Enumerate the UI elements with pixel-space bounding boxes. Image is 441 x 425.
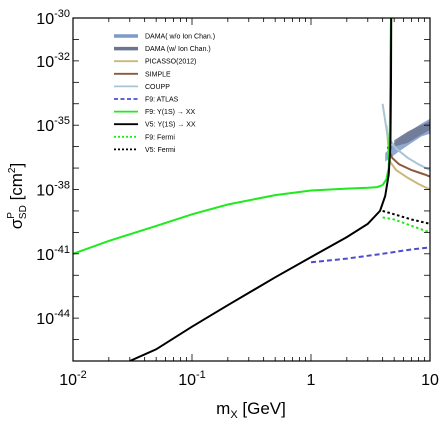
legend-label-f9-fermi: F9: Fermi	[145, 134, 175, 141]
y-tick-label: 10-32	[36, 51, 70, 71]
legend-label-f9-atlas: F9: ATLAS	[145, 97, 179, 104]
ticks-layer: 10-2 10-1 1 10 10-30 10-32 10-35 10-38 10-41 10-4…	[36, 8, 439, 389]
y-tick-label: 10-41	[36, 244, 70, 264]
x-tick-label: 10-1	[178, 369, 206, 389]
legend-label-f9-1s-xx: F9: Υ(1S) → XX	[145, 109, 196, 116]
series-v5-fermi	[382, 209, 430, 225]
legend-label-v5-fermi: V5: Fermi	[145, 147, 176, 154]
y-tick-label: 10-38	[36, 180, 70, 200]
series-layer	[73, 18, 430, 361]
legend-label-dama-w-ion-chan: DAMA (w/ Ion Chan.)	[145, 46, 211, 53]
legend-label-coupp: COUPP	[145, 84, 170, 91]
series-coupp	[381, 103, 430, 171]
plot-frame	[72, 17, 431, 362]
series-dama-w-ion-chan	[394, 121, 430, 147]
legend-label-v5-1s-xx: V5: Υ(1S) → XX	[145, 122, 196, 129]
series-v5-1s-xx	[129, 18, 393, 361]
legend-label-picasso-2012: PICASSO(2012)	[145, 59, 196, 66]
x-tick-label: 10	[421, 372, 439, 389]
y-axis-label: σPSD [cm2]	[6, 163, 29, 229]
series-f9-atlas	[310, 246, 430, 264]
series-f9-1s-xx	[73, 18, 392, 255]
legend: DAMA( w/o Ion Chan.) DAMA (w/ Ion Chan.) P…	[114, 34, 215, 154]
series-f9-fermi	[382, 216, 430, 234]
y-tick-label: 10-44	[36, 308, 70, 328]
x-axis-label: mX [GeV]	[216, 399, 286, 421]
y-tick-label: 10-30	[36, 8, 70, 28]
legend-label-simple: SIMPLE	[145, 71, 171, 78]
x-tick-label: 1	[307, 372, 316, 389]
x-tick-label: 10-2	[59, 369, 87, 389]
y-tick-label: 10-35	[36, 115, 70, 135]
legend-label-dama-w-o-ion-chan: DAMA( w/o Ion Chan.)	[145, 34, 215, 41]
series-simple	[386, 146, 430, 178]
